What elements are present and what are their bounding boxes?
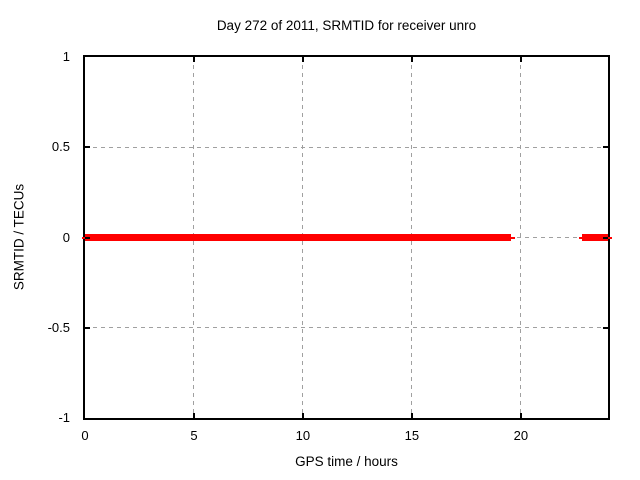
y-tick-mark xyxy=(85,236,90,239)
x-tick-mark xyxy=(301,57,304,62)
x-tick-mark xyxy=(519,57,522,62)
y-tick-label: 0.5 xyxy=(51,139,70,155)
x-tick-mark xyxy=(410,413,413,418)
x-tick-label: 5 xyxy=(190,428,198,443)
gridline-vertical xyxy=(520,57,522,418)
x-axis-label: GPS time / hours xyxy=(295,454,398,469)
y-tick-mark xyxy=(603,146,608,149)
data-segment-endcap xyxy=(511,236,516,239)
data-segment xyxy=(581,234,608,241)
y-tick-mark xyxy=(603,236,608,239)
x-tick-label: 15 xyxy=(404,428,420,443)
x-tick-mark xyxy=(301,413,304,418)
y-tick-label: -0.5 xyxy=(47,319,70,335)
x-tick-label: 10 xyxy=(295,428,311,443)
data-segment-endcap xyxy=(82,236,85,239)
y-tick-label: -1 xyxy=(58,410,70,425)
x-tick-mark xyxy=(192,57,195,62)
plot-area xyxy=(82,55,612,420)
y-tick-mark xyxy=(603,326,608,329)
x-tick-mark xyxy=(410,57,413,62)
gridline-horizontal xyxy=(85,146,608,148)
data-segment xyxy=(85,234,512,241)
x-tick-mark xyxy=(192,413,195,418)
data-segment-endcap xyxy=(608,236,612,239)
y-tick-mark xyxy=(85,326,90,329)
x-tick-label: 0 xyxy=(81,428,89,443)
x-tick-label: 20 xyxy=(513,428,529,443)
gridline-horizontal xyxy=(85,327,608,329)
data-segment-endcap xyxy=(578,236,582,239)
y-tick-label: 1 xyxy=(62,49,70,64)
y-tick-mark xyxy=(85,146,90,149)
x-tick-mark xyxy=(519,413,522,418)
y-tick-label: 0 xyxy=(62,229,70,245)
chart-title: Day 272 of 2011, SRMTID for receiver unr… xyxy=(216,18,477,33)
